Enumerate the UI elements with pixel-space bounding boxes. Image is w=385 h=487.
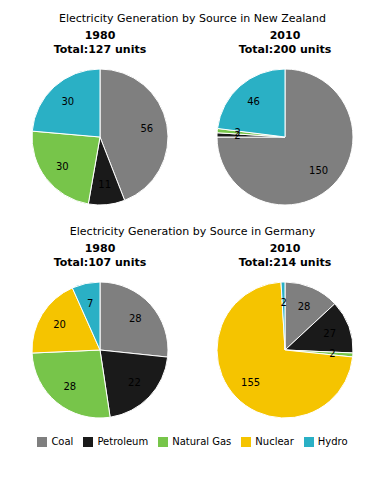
svg-text:30: 30 xyxy=(56,161,69,172)
svg-text:30: 30 xyxy=(61,96,74,107)
html-text:2010: 2010 xyxy=(269,242,301,255)
html-text:Total:214 units: Total:214 units xyxy=(238,256,332,269)
html-text:Electricity Generation by Sour: Electricity Generation by Source in New … xyxy=(59,12,326,25)
svg-text:28: 28 xyxy=(63,381,76,392)
svg-text:150: 150 xyxy=(309,165,328,176)
html-text:2010: 2010 xyxy=(269,29,301,42)
svg-text:22: 22 xyxy=(128,377,141,388)
svg-text:28: 28 xyxy=(298,301,311,312)
html-text:Total:127 units: Total:127 units xyxy=(53,43,147,56)
svg-text:46: 46 xyxy=(247,96,260,107)
html-text:1980: 1980 xyxy=(84,242,116,255)
html-text:Petroleum: Petroleum xyxy=(97,436,149,447)
svg-text:20: 20 xyxy=(53,319,66,330)
html-text:Total:107 units: Total:107 units xyxy=(53,256,147,269)
svg-text:155: 155 xyxy=(241,377,260,388)
html-text:Total:200 units: Total:200 units xyxy=(238,43,332,56)
svg-text:11: 11 xyxy=(98,179,111,190)
svg-text:2: 2 xyxy=(280,297,286,308)
svg-text:7: 7 xyxy=(87,298,93,309)
html-text:Coal: Coal xyxy=(51,436,74,447)
html-text:Nuclear: Nuclear xyxy=(255,436,294,447)
html-text:Hydro: Hydro xyxy=(317,436,348,447)
svg-text:27: 27 xyxy=(323,328,336,339)
svg-text:2: 2 xyxy=(234,127,240,138)
svg-text:2: 2 xyxy=(329,348,335,359)
svg-text:56: 56 xyxy=(140,123,153,134)
html-text:Electricity Generation by Sour: Electricity Generation by Source in Germ… xyxy=(69,225,316,238)
html-text:Natural Gas: Natural Gas xyxy=(172,436,232,447)
svg-text:28: 28 xyxy=(129,313,142,324)
html-text:1980: 1980 xyxy=(84,29,116,42)
